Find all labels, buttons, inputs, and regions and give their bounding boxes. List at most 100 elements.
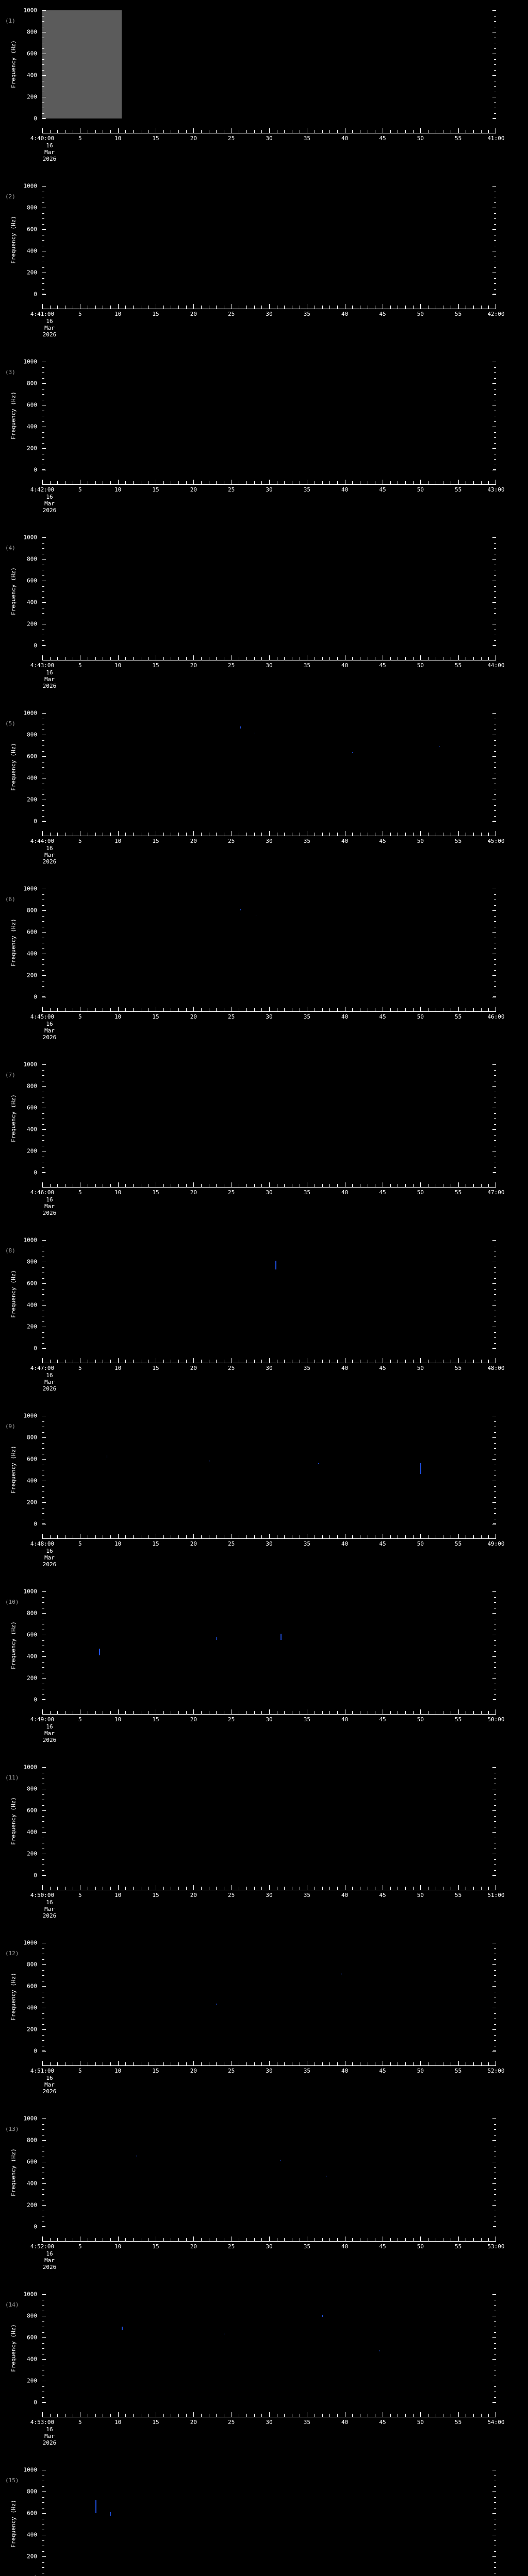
x-axis-date-label: 16 Mar 2026 bbox=[43, 1548, 57, 1568]
y-tick-label: 400 bbox=[27, 72, 37, 79]
x-axis-tick bbox=[352, 833, 353, 836]
y-axis-tick bbox=[42, 905, 44, 906]
x-axis-tick bbox=[284, 1887, 285, 1890]
spectrogram-plot-area[interactable] bbox=[42, 1591, 496, 1700]
y-axis-tick bbox=[42, 1694, 44, 1695]
y-axis-tick bbox=[494, 240, 496, 241]
y-axis-tick-labels: 1000 800 600 400 200 0 bbox=[0, 8, 41, 122]
x-axis-date-label: 16 Mar 2026 bbox=[43, 494, 57, 514]
y-axis-tick-labels: 1000 800 600 400 200 0 bbox=[0, 1062, 41, 1176]
spectrogram-panel: (9) Frequency (Hz) 1000 800 600 400 200 0 4:48:0… bbox=[0, 1405, 528, 1581]
detection-mark bbox=[122, 2327, 123, 2331]
x-axis-tick bbox=[329, 1887, 331, 1890]
y-axis-tick bbox=[494, 964, 496, 965]
x-axis-tick bbox=[269, 1534, 270, 1538]
x-tick-label: 25 bbox=[228, 1540, 235, 1547]
y-tick-label: 1000 bbox=[23, 709, 38, 717]
x-axis-tick-labels: 4:44:00 5 10 15 20 25 30 35 40 45 50 55 45:00 bbox=[0, 838, 528, 846]
detection-mark bbox=[216, 1637, 217, 1640]
x-axis-tick bbox=[261, 2414, 262, 2417]
y-axis-tick bbox=[42, 70, 44, 71]
spectrogram-plot-area[interactable] bbox=[42, 2294, 496, 2403]
x-tick-label: 25 bbox=[228, 1892, 235, 1899]
x-axis-tick bbox=[352, 1535, 353, 1538]
x-tick-label: 50 bbox=[417, 1892, 424, 1899]
y-axis-tick bbox=[494, 2124, 496, 2125]
x-tick-label: 55 bbox=[455, 2243, 462, 2250]
y-axis-tick bbox=[42, 1343, 44, 1344]
y-axis-tick bbox=[492, 1129, 496, 1130]
x-axis-tick bbox=[481, 1360, 482, 1363]
x-axis-tick bbox=[405, 2062, 406, 2065]
detection-mark bbox=[318, 1463, 319, 1465]
spectrogram-plot-area[interactable] bbox=[42, 889, 496, 997]
x-axis-tick bbox=[125, 2062, 126, 2065]
y-tick-label: 200 bbox=[27, 269, 37, 276]
x-tick-label: 50 bbox=[417, 1189, 424, 1196]
y-axis-tick bbox=[42, 794, 44, 795]
spectrogram-plot-area[interactable] bbox=[42, 537, 496, 646]
x-tick-label: 20 bbox=[190, 1892, 197, 1899]
x-axis-tick bbox=[186, 306, 187, 309]
y-axis-tick bbox=[494, 2486, 496, 2487]
spectrogram-plot-area[interactable] bbox=[42, 10, 496, 119]
spectrogram-plot-area[interactable] bbox=[42, 1767, 496, 1876]
spectrogram-plot-area[interactable] bbox=[42, 713, 496, 822]
x-axis-tick bbox=[390, 2414, 391, 2417]
x-axis-tick bbox=[50, 1711, 51, 1714]
y-tick-label: 800 bbox=[27, 204, 37, 211]
spectrogram-plot-area[interactable] bbox=[42, 2119, 496, 2227]
y-axis-spine-left bbox=[42, 1591, 46, 1700]
y-axis-tick bbox=[42, 1597, 44, 1598]
date-line: Mar bbox=[44, 676, 55, 683]
y-axis-tick bbox=[42, 75, 46, 76]
x-tick-label: 20 bbox=[190, 311, 197, 317]
x-tick-label: 20 bbox=[190, 1013, 197, 1020]
x-axis-tick bbox=[352, 130, 353, 133]
x-tick-label: 35 bbox=[303, 1716, 310, 1723]
y-axis-tick bbox=[492, 1678, 496, 1679]
x-axis-tick bbox=[110, 481, 111, 484]
x-axis-tick bbox=[473, 2062, 474, 2065]
spectrogram-plot-area[interactable] bbox=[42, 1064, 496, 1173]
y-axis-tick bbox=[42, 1656, 46, 1657]
y-axis-tick-labels: 1000 800 600 400 200 0 bbox=[0, 183, 41, 297]
spectrogram-plot-area[interactable] bbox=[42, 1943, 496, 2052]
spectrogram-plot-area[interactable] bbox=[42, 362, 496, 470]
x-tick-label: 55 bbox=[455, 2067, 462, 2074]
y-axis-cap-bottom bbox=[493, 469, 496, 470]
y-tick-label: 800 bbox=[27, 28, 37, 36]
x-axis-tick bbox=[42, 1534, 43, 1538]
y-axis-tick bbox=[42, 1167, 44, 1168]
x-axis-tick bbox=[405, 657, 406, 660]
y-axis-tick bbox=[494, 218, 496, 219]
y-axis-tick bbox=[494, 1507, 496, 1509]
x-axis-tick bbox=[110, 2414, 111, 2417]
y-tick-label: 600 bbox=[27, 753, 37, 760]
date-line: 2026 bbox=[42, 1737, 57, 1743]
x-axis-rail bbox=[42, 2061, 496, 2066]
y-tick-label: 800 bbox=[27, 555, 37, 563]
spectrogram-plot-area[interactable] bbox=[42, 2470, 496, 2576]
x-axis-tick bbox=[473, 306, 474, 309]
x-tick-label: 35 bbox=[303, 1892, 310, 1899]
x-tick-label: 25 bbox=[228, 135, 235, 142]
spectrogram-plot-area[interactable] bbox=[42, 1240, 496, 1349]
x-tick-label: 5 bbox=[78, 662, 82, 669]
y-axis-tick bbox=[42, 1640, 44, 1641]
y-tick-label: 800 bbox=[27, 2137, 37, 2144]
y-axis-tick bbox=[42, 113, 44, 114]
spectrogram-plot-area[interactable] bbox=[42, 1416, 496, 1524]
y-axis-cap-top bbox=[493, 713, 496, 714]
x-axis-tick bbox=[269, 1709, 270, 1714]
y-axis-tick bbox=[492, 1348, 496, 1349]
x-axis-end-time-label: 51:00 bbox=[487, 1892, 505, 1899]
x-axis-tick bbox=[352, 2414, 353, 2417]
y-axis-tick bbox=[42, 1810, 46, 1811]
y-tick-label: 1000 bbox=[23, 2466, 38, 2473]
spectrogram-plot-area[interactable] bbox=[42, 186, 496, 295]
x-axis-tick bbox=[473, 130, 474, 133]
x-axis-tick bbox=[284, 1535, 285, 1538]
y-axis-tick bbox=[494, 1486, 496, 1487]
x-axis-tick bbox=[390, 1535, 391, 1538]
